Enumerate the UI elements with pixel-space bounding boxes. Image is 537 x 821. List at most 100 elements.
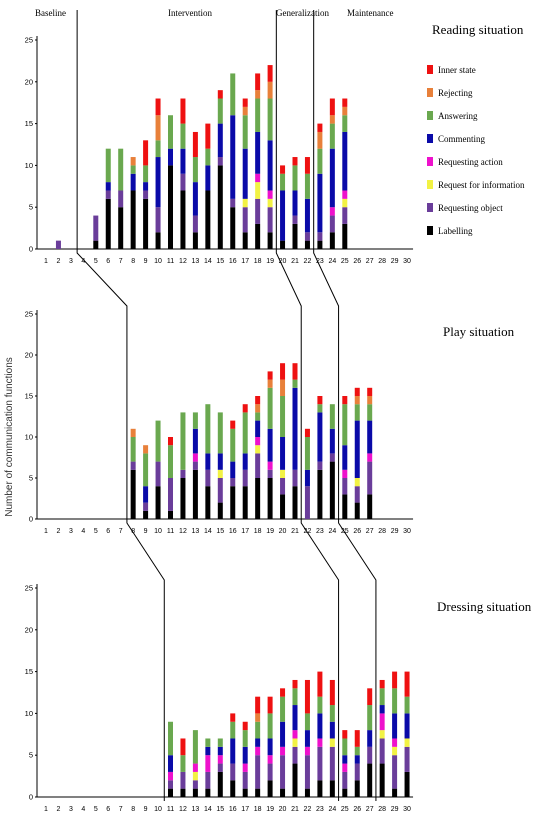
bar-segment	[354, 404, 360, 421]
bar-segment	[155, 207, 161, 233]
bar-segment	[267, 198, 273, 208]
bar-segment	[230, 738, 236, 764]
bar-segment	[317, 746, 323, 781]
bar-segment	[292, 387, 298, 470]
bar-segment	[280, 721, 286, 747]
legend-label-requesting-action: Requesting action	[438, 157, 503, 167]
bar-segment	[317, 123, 323, 132]
bar-segment	[354, 746, 360, 756]
bar-segment	[404, 746, 410, 772]
bar-segment	[217, 755, 223, 764]
bar-segment	[354, 502, 360, 519]
bar-segment	[93, 240, 99, 249]
bar-segment	[180, 173, 186, 191]
bar-segment	[292, 157, 298, 166]
bar-segment	[180, 771, 186, 789]
x-tick-label: 20	[279, 528, 287, 535]
bar-segment	[192, 763, 198, 772]
bar-segment	[379, 713, 385, 731]
bar-segment	[168, 437, 173, 446]
bar-segment	[255, 746, 261, 756]
bar-segment	[242, 763, 248, 772]
x-tick-label: 9	[144, 528, 148, 535]
bar-segment	[280, 688, 286, 697]
bar-segment	[379, 688, 385, 706]
bar-segment	[329, 215, 335, 233]
bar-segment	[292, 165, 298, 191]
bar-segment	[267, 140, 273, 191]
bar-segment	[267, 190, 273, 199]
bar-segment	[342, 763, 348, 772]
bar-segment	[242, 198, 248, 208]
bar-segment	[267, 232, 273, 249]
bar-segment	[255, 73, 261, 91]
legend-label-commenting: Commenting	[438, 134, 485, 144]
x-tick-label: 23	[316, 806, 324, 813]
bar-segment	[118, 190, 124, 208]
bar-segment	[329, 98, 335, 116]
bar-segment	[180, 738, 186, 756]
bar-segment	[354, 387, 360, 396]
bar-segment	[205, 123, 211, 149]
bar-segment	[230, 780, 236, 797]
x-tick-label: 30	[403, 258, 411, 265]
bar-segment	[255, 721, 261, 739]
bar-segment	[367, 404, 373, 421]
bar-segment	[242, 148, 248, 199]
bar-segment	[130, 157, 136, 166]
bar-segment	[267, 461, 273, 470]
x-tick-label: 21	[291, 528, 299, 535]
bar-segment	[242, 106, 248, 116]
bar-segment	[267, 65, 273, 82]
bar-segment	[354, 420, 360, 478]
y-tick-label: 25	[25, 584, 33, 593]
bar-segment	[168, 478, 173, 511]
y-tick-label: 10	[25, 161, 33, 170]
bar-segment	[304, 198, 310, 233]
bar-segment	[329, 461, 335, 519]
bar-segment	[280, 437, 286, 470]
bar-segment	[292, 730, 298, 739]
bar-segment	[242, 486, 248, 519]
bar-segment	[230, 721, 236, 739]
bar-segment	[205, 788, 211, 797]
bar-segment	[367, 387, 373, 396]
x-tick-label: 22	[304, 806, 312, 813]
bar-segment	[242, 412, 248, 454]
bar-segment	[192, 469, 198, 519]
bar-segment	[317, 131, 323, 149]
bar-segment	[255, 755, 261, 789]
x-tick-label: 26	[353, 806, 361, 813]
bar-segment	[404, 738, 410, 747]
bar-segment	[392, 688, 398, 714]
bar-segment	[280, 469, 286, 478]
bar-segment	[217, 123, 223, 158]
bar-segment	[192, 131, 198, 158]
bar-segment	[255, 90, 261, 99]
bar-segment	[317, 469, 323, 519]
bar-segment	[217, 502, 223, 519]
bar-segment	[379, 679, 385, 689]
bar-segment	[317, 713, 323, 739]
x-tick-label: 2	[56, 806, 60, 813]
bar-segment	[329, 148, 335, 208]
bar-segment	[217, 478, 223, 503]
phase-label-baseline: Baseline	[35, 8, 66, 18]
bar-segment	[255, 396, 261, 405]
x-tick-label: 28	[378, 528, 386, 535]
bar-segment	[217, 165, 223, 249]
bar-segment	[304, 157, 310, 174]
bar-segment	[392, 738, 398, 747]
x-tick-label: 23	[316, 258, 324, 265]
x-tick-label: 14	[204, 258, 212, 265]
bar-segment	[379, 705, 385, 714]
bar-segment	[342, 755, 348, 764]
bar-segment	[404, 771, 410, 797]
bar-segment	[354, 755, 360, 764]
bar-segment	[255, 98, 261, 132]
x-tick-label: 14	[204, 528, 212, 535]
legend-swatch-inner-state	[427, 65, 433, 74]
x-tick-label: 16	[229, 528, 237, 535]
bar-segment	[130, 165, 136, 174]
bar-segment	[379, 763, 385, 797]
